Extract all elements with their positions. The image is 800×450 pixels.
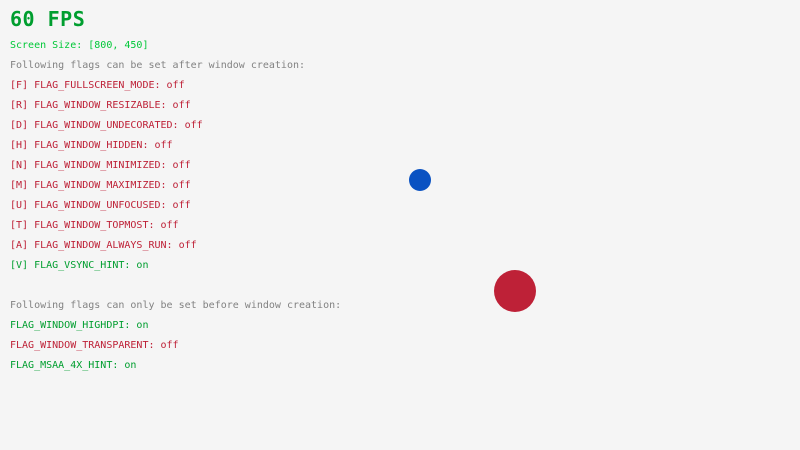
flag-window-hidden: [H] FLAG_WINDOW_HIDDEN: off (10, 140, 173, 151)
section-heading-before-creation: Following flags can only be set before w… (10, 300, 342, 311)
blue-ball (409, 169, 431, 191)
fps-counter: 60 FPS (10, 7, 86, 31)
flag-window-resizable: [R] FLAG_WINDOW_RESIZABLE: off (10, 100, 191, 111)
flag-window-unfocused: [U] FLAG_WINDOW_UNFOCUSED: off (10, 200, 191, 211)
flag-fullscreen-mode: [F] FLAG_FULLSCREEN_MODE: off (10, 80, 185, 91)
flag-window-maximized: [M] FLAG_WINDOW_MAXIMIZED: off (10, 180, 191, 191)
section-heading-after-creation: Following flags can be set after window … (10, 60, 306, 71)
flag-window-minimized: [N] FLAG_WINDOW_MINIMIZED: off (10, 160, 191, 171)
flag-window-always-run: [A] FLAG_WINDOW_ALWAYS_RUN: off (10, 240, 197, 251)
flag-vsync-hint: [V] FLAG_VSYNC_HINT: on (10, 260, 149, 271)
maroon-ball (494, 270, 536, 312)
flag-window-undecorated: [D] FLAG_WINDOW_UNDECORATED: off (10, 120, 203, 131)
flag-msaa-4x-hint: FLAG_MSAA_4X_HINT: on (10, 360, 137, 371)
flag-window-transparent: FLAG_WINDOW_TRANSPARENT: off (10, 340, 179, 351)
flag-window-topmost: [T] FLAG_WINDOW_TOPMOST: off (10, 220, 179, 231)
flag-window-highdpi: FLAG_WINDOW_HIGHDPI: on (10, 320, 149, 331)
screen-size-label: Screen Size: [800, 450] (10, 40, 149, 51)
